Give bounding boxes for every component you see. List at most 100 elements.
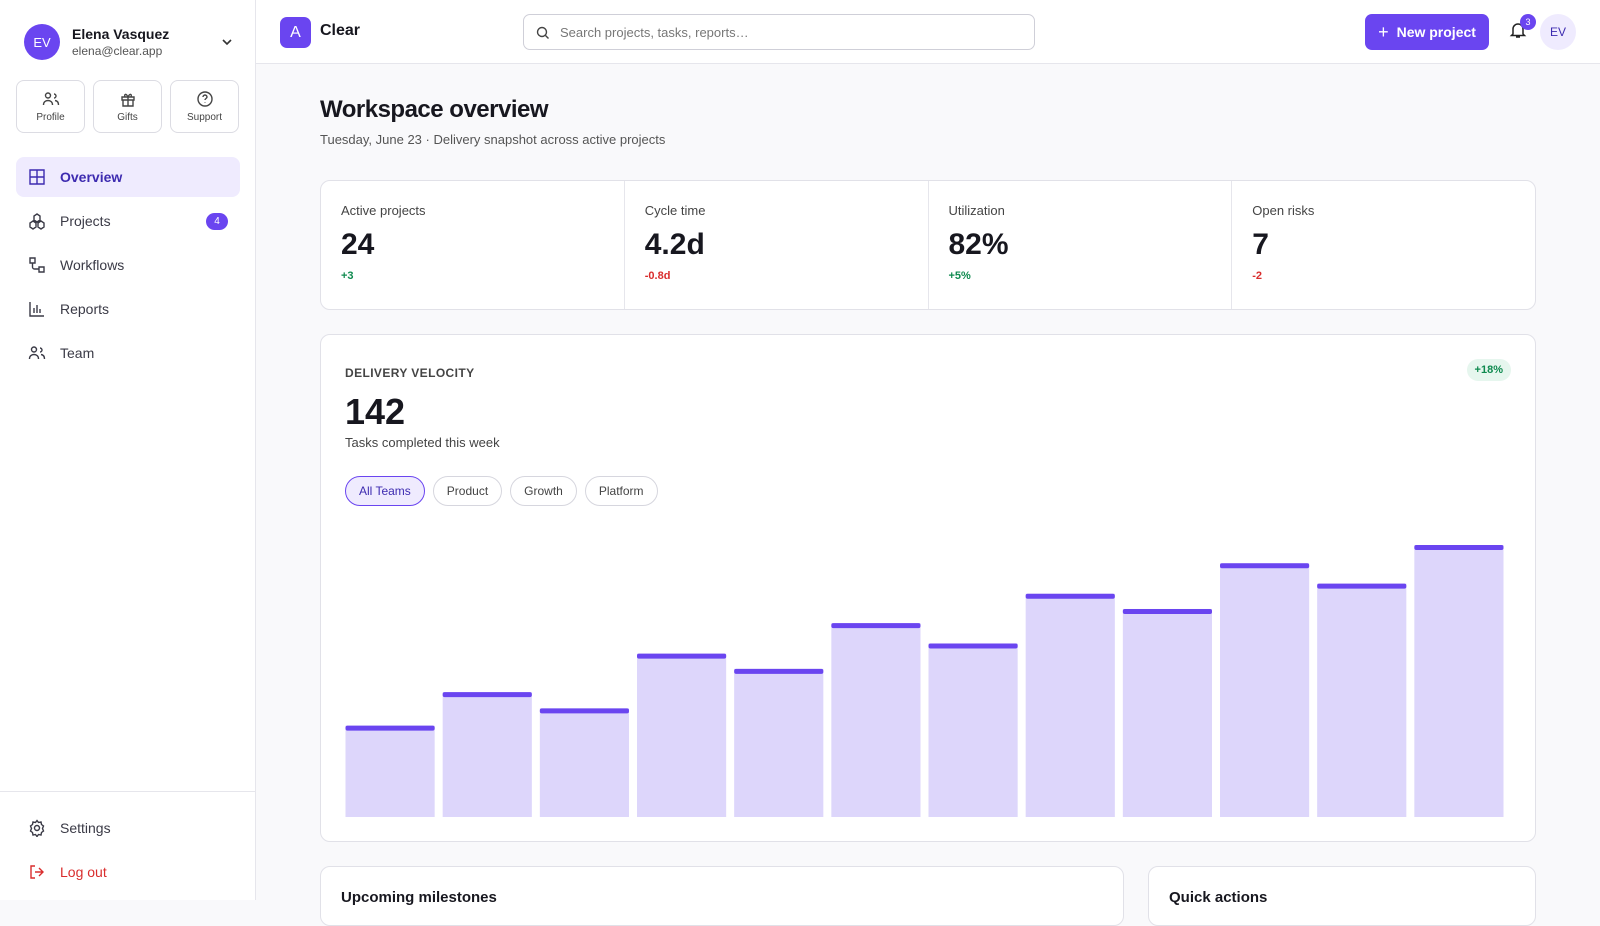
bar <box>928 643 1018 817</box>
bar-cap <box>345 725 435 731</box>
bar-cap <box>734 668 824 674</box>
kpi-label: Open risks <box>1252 203 1315 218</box>
velocity-card: DELIVERY VELOCITY 142 Tasks completed th… <box>320 334 1536 842</box>
filter-chip[interactable]: Growth <box>510 476 577 506</box>
bar-cap <box>831 623 921 629</box>
avatar[interactable]: EV <box>1540 14 1576 50</box>
kpi-value: 7 <box>1252 228 1269 261</box>
bar <box>1025 593 1115 817</box>
button-label: New project <box>1396 24 1476 40</box>
kpi: Cycle time 4.2d -0.8d <box>625 181 929 309</box>
velocity-caption: Tasks completed this week <box>345 435 500 450</box>
bar-cap <box>637 653 727 659</box>
filters: All Teams Product Growth Platform <box>345 476 658 506</box>
bar-chart <box>345 545 1504 817</box>
nav-item[interactable]: Log out <box>16 852 239 892</box>
chevron <box>222 39 232 46</box>
icon <box>120 93 135 107</box>
bar <box>442 692 532 817</box>
bar-cap <box>1414 545 1504 550</box>
kpi-label: Active projects <box>341 203 426 218</box>
new-project-button[interactable]: + New project <box>1365 14 1489 50</box>
icon <box>28 346 46 360</box>
kpi-row: Active projects 24 +3 Cycle time 4.2d -0.8d Ut… <box>320 180 1536 310</box>
shortcut-label: Support <box>186 112 223 123</box>
kpi-delta: -0.8d <box>644 270 671 282</box>
search-placeholder: Search projects, tasks, reports… <box>560 24 749 40</box>
shortcut-label: Gifts <box>117 112 138 123</box>
icon <box>42 92 59 106</box>
page-subtitle: Tuesday, June 23 · Delivery snapshot acr… <box>320 132 666 147</box>
user-email: elena@clear.app <box>72 44 163 58</box>
bar <box>1220 563 1310 817</box>
icon <box>30 865 44 879</box>
bar <box>345 725 435 817</box>
bar <box>831 623 921 817</box>
bar-cap <box>1220 563 1310 569</box>
notification-badge: 3 <box>1520 14 1536 30</box>
bar <box>637 653 727 817</box>
search[interactable]: Search projects, tasks, reports… <box>523 14 1035 50</box>
sidebar: EV Elena Vasquez elena@clear.app Profile G… <box>0 0 256 900</box>
brand: Clear <box>320 22 361 39</box>
panel-title: Upcoming milestones <box>341 889 497 906</box>
bar-cap <box>1122 608 1212 614</box>
nav-item[interactable]: Team <box>16 333 240 373</box>
icon <box>196 91 213 107</box>
change-pill: +18% <box>1466 359 1511 381</box>
search-icon <box>536 26 549 39</box>
panel: Upcoming milestones <box>320 866 1124 926</box>
icon <box>29 257 45 273</box>
bar <box>1414 545 1504 817</box>
kpi-value: 82% <box>948 228 1009 261</box>
bar <box>539 708 629 817</box>
nav-badge: 4 <box>206 212 228 230</box>
kpi-value: 24 <box>341 228 375 261</box>
nav-label: Workflows <box>60 257 125 273</box>
nav-item[interactable]: Overview <box>16 157 240 197</box>
nav-item[interactable]: Settings <box>16 808 239 848</box>
logo[interactable]: A <box>280 17 311 48</box>
bar-cap <box>442 692 532 698</box>
velocity-value: 142 <box>345 391 406 432</box>
kpi-delta: -2 <box>1252 270 1263 282</box>
nav-item[interactable]: Reports <box>16 289 240 329</box>
filter-chip[interactable]: All Teams <box>345 476 425 506</box>
shortcut[interactable]: Profile <box>16 80 85 133</box>
shortcut-label: Profile <box>36 112 65 123</box>
kpi: Active projects 24 +3 <box>321 181 625 309</box>
nav-label: Settings <box>60 820 111 836</box>
panel: Quick actions <box>1148 866 1536 926</box>
user-menu[interactable]: EV Elena Vasquez elena@clear.app <box>24 24 234 60</box>
bar-cap <box>539 708 629 714</box>
user-name: Elena Vasquez <box>72 26 170 42</box>
nav-label: Team <box>60 345 95 361</box>
icon <box>29 169 45 185</box>
footer-nav: Settings Log out <box>0 791 255 896</box>
filter-chip[interactable]: Product <box>432 476 503 506</box>
filter-chip[interactable]: Platform <box>584 476 658 506</box>
shortcut[interactable]: Support <box>170 80 239 133</box>
kpi-label: Utilization <box>948 203 1005 218</box>
bar <box>1122 608 1212 817</box>
card-title: DELIVERY VELOCITY <box>345 366 475 380</box>
kpi: Open risks 7 -2 <box>1232 181 1535 309</box>
nav-item[interactable]: Workflows <box>16 245 240 285</box>
shortcut[interactable]: Gifts <box>93 80 162 133</box>
bar <box>1317 583 1407 817</box>
kpi: Utilization 82% +5% <box>929 181 1233 309</box>
bar-cap <box>1317 583 1407 589</box>
kpi-delta: +5% <box>948 270 971 282</box>
bar-cap <box>928 643 1018 649</box>
kpi-value: 4.2d <box>644 228 705 261</box>
nav-label: Reports <box>60 301 110 317</box>
bar <box>734 668 824 817</box>
nav-label: Projects <box>60 213 111 229</box>
shortcuts: Profile Gifts Support <box>16 80 239 133</box>
icon <box>29 213 45 230</box>
icon <box>29 302 44 317</box>
nav-item[interactable]: Projects 4 <box>16 201 240 241</box>
kpi-delta: +3 <box>341 270 354 282</box>
panel-title: Quick actions <box>1169 889 1268 906</box>
